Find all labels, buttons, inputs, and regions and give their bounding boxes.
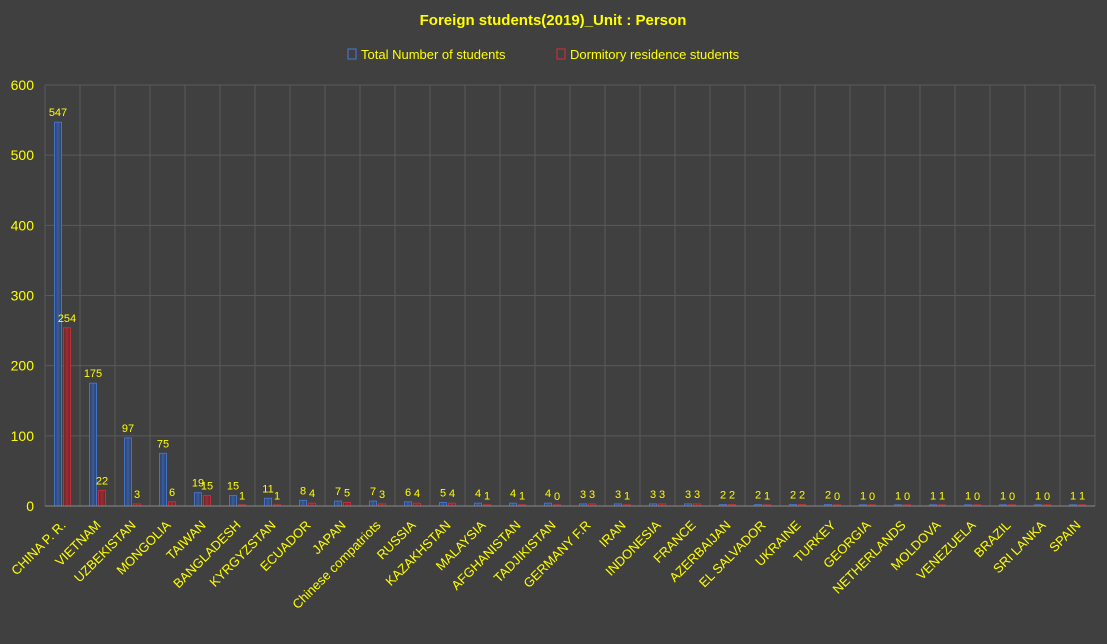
data-label-dormitory: 1 xyxy=(1079,490,1085,502)
bar-dormitory xyxy=(63,327,71,507)
data-label-total: 97 xyxy=(122,423,134,435)
bar-total xyxy=(439,501,447,507)
bar-dormitory xyxy=(98,490,106,507)
data-label-total: 1 xyxy=(1035,490,1041,502)
data-label-dormitory: 1 xyxy=(519,490,525,502)
bar-total xyxy=(264,497,272,507)
data-label-dormitory: 3 xyxy=(134,489,140,501)
data-label-total: 1 xyxy=(965,490,971,502)
data-label-dormitory: 4 xyxy=(414,488,420,500)
data-label-dormitory: 1 xyxy=(274,490,280,502)
data-label-dormitory: 0 xyxy=(904,491,910,503)
data-label-dormitory: 3 xyxy=(694,489,700,501)
data-label-total: 4 xyxy=(510,488,516,500)
bar-total xyxy=(299,499,307,507)
bar-total xyxy=(194,492,202,507)
bar-total xyxy=(334,500,342,507)
data-label-dormitory: 0 xyxy=(1044,491,1050,503)
data-label-total: 7 xyxy=(335,486,341,498)
data-label-dormitory: 3 xyxy=(589,489,595,501)
data-label-total: 1 xyxy=(1000,490,1006,502)
data-label-total: 3 xyxy=(650,489,656,501)
data-label-total: 8 xyxy=(300,485,306,497)
chart-title: Foreign students(2019)_Unit : Person xyxy=(420,12,687,29)
data-label-dormitory: 0 xyxy=(834,491,840,503)
y-tick-label: 200 xyxy=(11,358,35,374)
data-label-dormitory: 1 xyxy=(764,490,770,502)
data-label-total: 3 xyxy=(615,489,621,501)
legend: Total Number of students Dormitory resid… xyxy=(347,47,740,62)
y-tick-label: 300 xyxy=(11,288,35,304)
gridlines xyxy=(44,84,1096,507)
data-label-total: 2 xyxy=(755,490,761,502)
data-label-total: 175 xyxy=(84,368,102,380)
data-label-total: 2 xyxy=(825,490,831,502)
data-label-total: 3 xyxy=(580,489,586,501)
data-label-total: 5 xyxy=(440,487,446,499)
data-label-dormitory: 0 xyxy=(554,491,560,503)
bar-total xyxy=(369,500,377,507)
legend-label-dormitory: Dormitory residence students xyxy=(570,47,740,62)
data-label-dormitory: 0 xyxy=(869,491,875,503)
data-label-total: 15 xyxy=(227,480,239,492)
data-label-total: 19 xyxy=(192,478,204,490)
data-label-total: 1 xyxy=(930,490,936,502)
y-tick-label: 100 xyxy=(11,428,35,444)
data-label-dormitory: 3 xyxy=(379,489,385,501)
data-label-dormitory: 3 xyxy=(659,489,665,501)
bar-dormitory xyxy=(203,494,211,507)
data-label-dormitory: 1 xyxy=(239,490,245,502)
bar-total xyxy=(89,382,97,507)
y-tick-label: 0 xyxy=(26,498,34,514)
x-category-label: SPAIN xyxy=(1046,518,1084,556)
data-label-dormitory: 15 xyxy=(201,480,213,492)
x-axis: CHINA P. R.VIETNAMUZBEKISTANMONGOLIATAIW… xyxy=(8,505,1095,612)
bar-total xyxy=(159,452,167,507)
legend-swatch-total xyxy=(347,48,357,60)
data-label-dormitory: 6 xyxy=(169,487,175,499)
legend-swatch-dormitory xyxy=(556,48,566,60)
legend-label-total: Total Number of students xyxy=(361,47,506,62)
data-label-total: 7 xyxy=(370,486,376,498)
data-label-total: 11 xyxy=(262,483,273,495)
bar-dormitory xyxy=(168,501,176,507)
bar-total xyxy=(229,494,237,507)
data-label-dormitory: 5 xyxy=(344,487,350,499)
bar-total xyxy=(404,501,412,507)
x-category-label: CHINA P. R. xyxy=(8,518,69,579)
data-label-dormitory: 2 xyxy=(799,490,805,502)
data-label-total: 1 xyxy=(895,490,901,502)
bar-dormitory xyxy=(343,501,351,507)
y-tick-label: 500 xyxy=(11,147,35,163)
data-label-total: 2 xyxy=(720,490,726,502)
data-label-total: 4 xyxy=(475,488,481,500)
data-label-total: 75 xyxy=(157,438,169,450)
data-label-dormitory: 22 xyxy=(96,476,108,488)
data-label-dormitory: 1 xyxy=(484,490,490,502)
data-label-dormitory: 4 xyxy=(309,488,315,500)
y-tick-label: 600 xyxy=(11,77,35,93)
data-label-dormitory: 0 xyxy=(1009,491,1015,503)
data-label-total: 4 xyxy=(545,488,551,500)
data-label-dormitory: 0 xyxy=(974,491,980,503)
data-label-total: 6 xyxy=(405,487,411,499)
data-label-dormitory: 1 xyxy=(939,490,945,502)
data-label-total: 2 xyxy=(790,490,796,502)
y-axis: 0 100 200 300 400 500 600 xyxy=(11,77,35,514)
x-category-label: IRAN xyxy=(596,518,629,551)
data-label-total: 1 xyxy=(860,490,866,502)
bar-total xyxy=(124,437,132,507)
y-tick-label: 400 xyxy=(11,217,35,233)
data-label-total: 1 xyxy=(1070,490,1076,502)
data-label-dormitory: 4 xyxy=(449,488,455,500)
data-label-total: 547 xyxy=(49,107,67,119)
data-label-dormitory: 1 xyxy=(624,490,630,502)
data-label-dormitory: 254 xyxy=(58,313,76,325)
data-label-total: 3 xyxy=(685,489,691,501)
data-label-dormitory: 2 xyxy=(729,490,735,502)
